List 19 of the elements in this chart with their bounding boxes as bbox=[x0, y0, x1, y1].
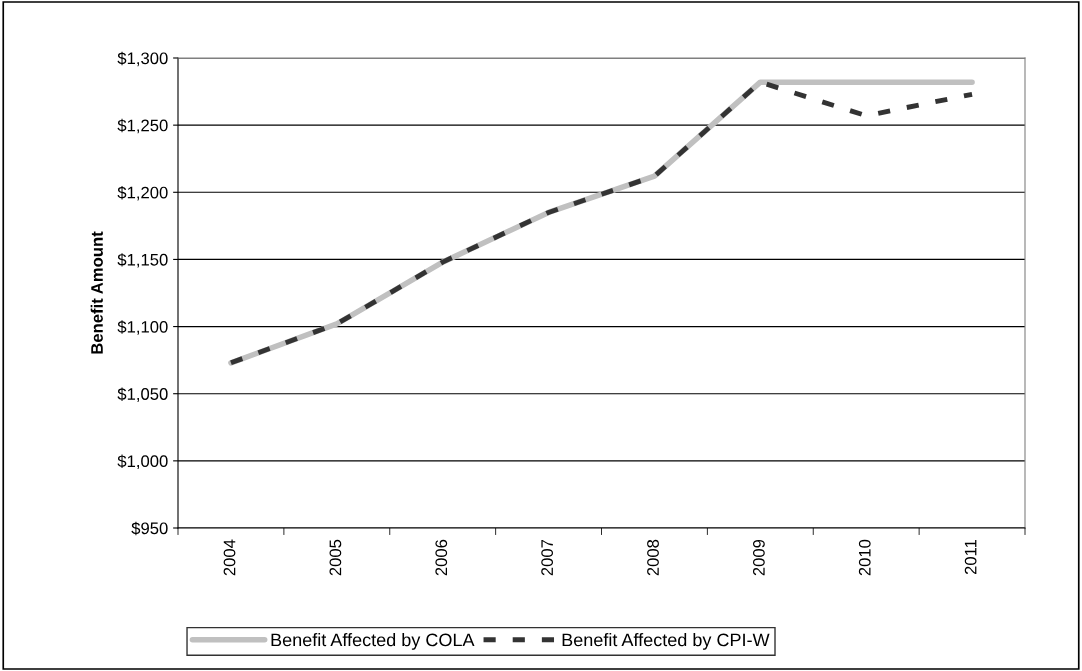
x-tick-label: 2009 bbox=[752, 539, 765, 576]
legend-label: Benefit Affected by CPI-W bbox=[562, 633, 770, 650]
y-tick-label: $1,100 bbox=[117, 320, 168, 335]
x-tick-label: 2010 bbox=[858, 539, 871, 576]
y-tick-label: $1,050 bbox=[117, 387, 168, 402]
y-tick-label: $1,000 bbox=[117, 454, 168, 470]
x-tick-label: 2011 bbox=[964, 539, 977, 575]
y-axis-title: Benefit Amount bbox=[90, 231, 103, 354]
x-tick-label: 2006 bbox=[435, 539, 448, 576]
y-tick-label: $950 bbox=[131, 521, 168, 536]
legend-label: Benefit Affected by COLA bbox=[271, 633, 475, 650]
y-tick-label: $1,200 bbox=[117, 185, 168, 201]
y-tick-label: $1,150 bbox=[117, 253, 168, 268]
y-tick-label: $1,250 bbox=[117, 118, 168, 134]
x-tick-label: 2008 bbox=[647, 539, 659, 576]
x-tick-label: 2007 bbox=[541, 539, 554, 576]
y-tick-label: $1,300 bbox=[117, 51, 168, 67]
x-tick-label: 2004 bbox=[223, 539, 236, 576]
x-tick-label: 2005 bbox=[329, 539, 342, 576]
